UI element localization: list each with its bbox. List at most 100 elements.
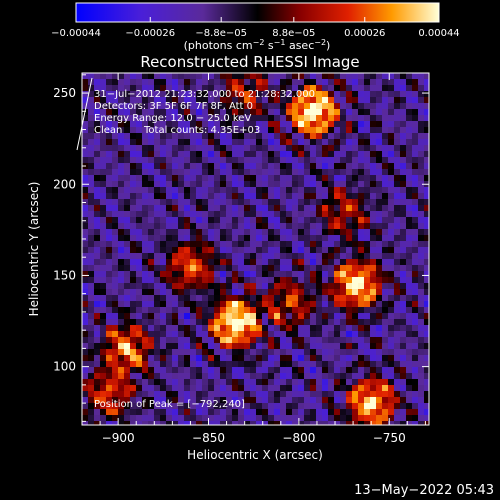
heatmap-cell [418, 175, 424, 181]
heatmap-cell [334, 247, 340, 253]
heatmap-cell [424, 373, 429, 379]
heatmap-cell [136, 139, 142, 145]
colorbar-tick-label: 0.00026 [344, 28, 385, 39]
heatmap-cell [226, 103, 232, 109]
heatmap-cell [130, 229, 136, 235]
heatmap-cell [400, 181, 406, 187]
heatmap-cell [394, 73, 400, 79]
heatmap-cell [166, 121, 172, 127]
heatmap-cell [160, 193, 166, 199]
heatmap-cell [406, 241, 412, 247]
heatmap-cell [130, 343, 136, 349]
heatmap-cell [172, 145, 178, 151]
heatmap-cell [238, 175, 244, 181]
heatmap-cell [118, 121, 124, 127]
heatmap-cell [190, 301, 196, 307]
heatmap-cell [226, 247, 232, 253]
heatmap-cell [346, 247, 352, 253]
heatmap-cell [178, 325, 184, 331]
heatmap-cell [232, 133, 238, 139]
heatmap-cell [268, 325, 274, 331]
heatmap-cell [334, 85, 340, 91]
heatmap-cell [232, 145, 238, 151]
heatmap-cell [250, 175, 256, 181]
heatmap-cell [178, 265, 184, 271]
heatmap-cell [262, 145, 268, 151]
heatmap-cell [202, 361, 208, 367]
heatmap-cell [406, 301, 412, 307]
heatmap-cell [298, 163, 304, 169]
heatmap-cell [316, 385, 322, 391]
heatmap-cell [292, 91, 298, 97]
heatmap-cell [280, 301, 286, 307]
heatmap-cell [292, 139, 298, 145]
heatmap-cell [214, 295, 220, 301]
heatmap-cell [274, 271, 280, 277]
heatmap-cell [142, 187, 148, 193]
heatmap-cell [376, 331, 382, 337]
heatmap-cell [190, 355, 196, 361]
heatmap-cell [274, 175, 280, 181]
heatmap-cell [190, 85, 196, 91]
heatmap-cell [178, 421, 184, 425]
heatmap-cell [328, 265, 334, 271]
heatmap-cell [358, 187, 364, 193]
heatmap-cell [334, 109, 340, 115]
heatmap-cell [412, 247, 418, 253]
heatmap-cell [190, 379, 196, 385]
heatmap-cell [400, 109, 406, 115]
heatmap-cell [208, 253, 214, 259]
heatmap-cell [220, 343, 226, 349]
heatmap-cell [154, 145, 160, 151]
heatmap-cell [310, 415, 316, 421]
heatmap-cell [268, 277, 274, 283]
heatmap-cell [400, 163, 406, 169]
heatmap-cell [358, 163, 364, 169]
heatmap-cell [232, 367, 238, 373]
heatmap-cell [352, 223, 358, 229]
heatmap-cell [292, 361, 298, 367]
heatmap-cell [322, 379, 328, 385]
heatmap-cell [346, 355, 352, 361]
heatmap-cell [118, 355, 124, 361]
heatmap-cell [250, 163, 256, 169]
heatmap-cell [334, 361, 340, 367]
heatmap-cell [328, 415, 334, 421]
heatmap-cell [238, 325, 244, 331]
heatmap-cell [424, 121, 429, 127]
heatmap-cell [184, 109, 190, 115]
heatmap-cell [388, 199, 394, 205]
heatmap-cell [268, 415, 274, 421]
heatmap-cell [340, 199, 346, 205]
heatmap-cell [394, 115, 400, 121]
heatmap-cell [100, 253, 106, 259]
heatmap-cell [394, 319, 400, 325]
heatmap-cell [100, 163, 106, 169]
heatmap-cell [166, 265, 172, 271]
heatmap-cell [226, 73, 232, 79]
heatmap-cell [226, 169, 232, 175]
annotation-time: 31−Jul−2012 21:23:32.000 to 21:28:32.000 [94, 89, 315, 100]
heatmap-cell [232, 217, 238, 223]
heatmap-cell [226, 313, 232, 319]
heatmap-cell [346, 223, 352, 229]
heatmap-cell [328, 325, 334, 331]
heatmap-cell [376, 109, 382, 115]
heatmap-cell [244, 373, 250, 379]
heatmap-cell [82, 343, 88, 349]
heatmap-cell [178, 331, 184, 337]
heatmap-cell [292, 415, 298, 421]
heatmap-cell [406, 163, 412, 169]
heatmap-cell [160, 373, 166, 379]
heatmap-cell [370, 355, 376, 361]
heatmap-cell [190, 115, 196, 121]
heatmap-cell [100, 241, 106, 247]
heatmap-cell [424, 403, 429, 409]
heatmap-cell [340, 145, 346, 151]
heatmap-cell [370, 247, 376, 253]
heatmap-cell [364, 415, 370, 421]
heatmap-cell [190, 289, 196, 295]
heatmap-cell [226, 277, 232, 283]
heatmap-cell [316, 415, 322, 421]
x-tick-label: −850 [192, 431, 225, 445]
